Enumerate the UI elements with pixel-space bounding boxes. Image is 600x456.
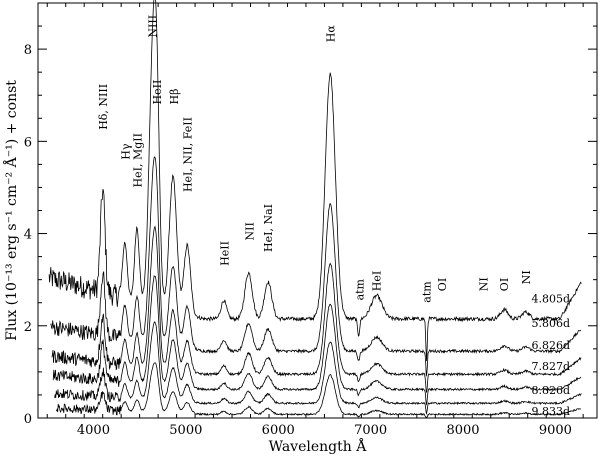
y-tick-label: 2 [24, 320, 32, 335]
y-tick-label: 4 [24, 228, 32, 243]
x-tick-label: 9000 [539, 423, 572, 438]
series-line [54, 321, 582, 416]
line-annotation: NI [477, 277, 490, 291]
series-label: 5.806d [532, 317, 571, 330]
x-tick-label: 6000 [262, 423, 295, 438]
x-tick-label: 7000 [354, 423, 387, 438]
x-tick-label: 4000 [77, 423, 110, 438]
series-line [51, 225, 582, 393]
y-tick-label: 6 [24, 135, 32, 150]
line-annotation: OI [436, 278, 449, 291]
line-annotation: NIII [147, 15, 160, 38]
line-annotation: OI [498, 278, 511, 291]
line-annotation: NI [520, 270, 533, 284]
series-lines [48, 0, 582, 418]
axis-tick-labels: 4000 5000 6000 7000 8000 9000 0 2 4 6 8 [24, 43, 572, 438]
series-label: 4.805d [532, 293, 571, 306]
line-annotation: HeII [219, 241, 232, 266]
series-label: 6.826d [532, 339, 571, 352]
line-annotation: Hγ [119, 143, 132, 160]
series-label: 9.833d [532, 405, 571, 418]
line-annotation: HeII [151, 80, 164, 105]
series-line [48, 0, 582, 362]
series-line [52, 275, 582, 406]
line-annotation: HeI [371, 271, 384, 291]
line-annotation: Hα [324, 25, 337, 43]
line-annotation: Hβ [168, 88, 181, 104]
series-labels: 4.805d 5.806d 6.826d 7.827d 8.826d 9.833d [532, 293, 571, 419]
line-annotation: atm [354, 278, 367, 300]
line-annotation: HeI, NII, FeII [182, 117, 195, 192]
series-line [55, 362, 582, 418]
x-axis-title: Wavelength Å [269, 437, 368, 455]
line-annotation: atm [421, 281, 434, 303]
axis-ticks [38, 2, 597, 419]
line-annotation: HeI, MgII [131, 133, 144, 187]
series-label: 8.826d [532, 384, 571, 397]
series-line [50, 156, 582, 377]
x-tick-label: 5000 [169, 423, 202, 438]
y-tick-label: 0 [24, 412, 32, 427]
line-annotation: NII [244, 222, 257, 240]
series-label: 7.827d [532, 360, 571, 373]
line-annotation: HeI, NaI [262, 204, 275, 252]
y-tick-label: 8 [24, 43, 32, 58]
line-annotation: Hδ, NIII [97, 84, 110, 130]
y-axis-title: Flux (10⁻¹³ erg s⁻¹ cm⁻² Å⁻¹) + const [2, 80, 20, 341]
x-tick-label: 8000 [446, 423, 479, 438]
